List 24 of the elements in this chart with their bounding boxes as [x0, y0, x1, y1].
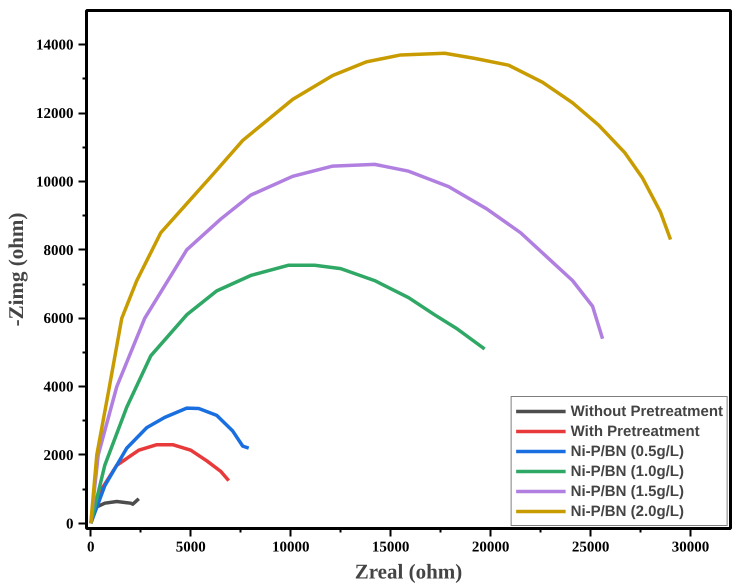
y-tick-label: 10000: [36, 174, 74, 190]
x-tick-label: 15000: [372, 540, 410, 556]
y-tick-label: 8000: [44, 242, 74, 259]
legend-label: Ni-P/BN (1.0g/L): [570, 462, 684, 480]
x-tick-label: 25000: [572, 540, 610, 556]
legend-label: Without Pretreatment: [570, 402, 723, 420]
x-tick-label: 10000: [272, 540, 310, 556]
y-tick-label: 4000: [44, 380, 74, 396]
x-tick-label: 30000: [672, 540, 710, 556]
x-axis-title: Zreal (ohm): [354, 560, 462, 584]
legend-label: Ni-P/BN (1.5g/L): [570, 482, 684, 500]
line-series: [89, 406, 250, 526]
x-tick-label: 5000: [176, 540, 206, 556]
x-tick-label: 0: [87, 540, 95, 556]
legend-label: Ni-P/BN (0.5g/L): [570, 442, 684, 460]
y-axis-title: -Zimg (ohm): [4, 212, 28, 326]
y-tick-label: 12000: [36, 106, 74, 122]
x-tick-label: 20000: [472, 540, 510, 556]
y-tick-label: 0: [66, 516, 74, 532]
y-tick-label: 14000: [36, 38, 74, 54]
legend-label: Ni-P/BN (2.0g/L): [570, 502, 684, 520]
y-tick-label: 6000: [44, 311, 74, 328]
y-tick-label: 2000: [44, 448, 74, 464]
legend-label: With Pretreatment: [570, 422, 700, 440]
